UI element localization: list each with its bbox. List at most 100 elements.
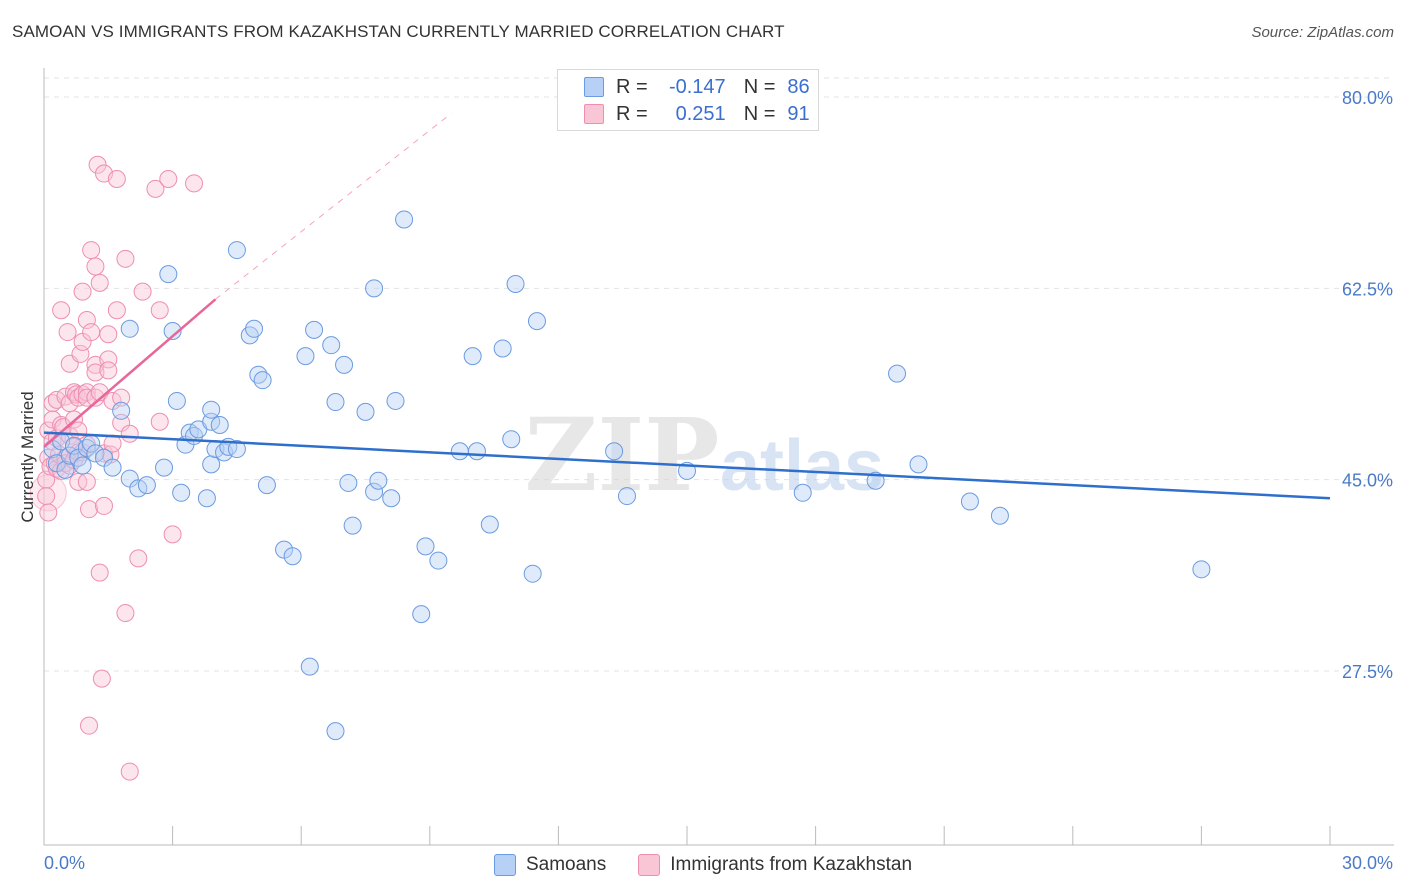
data-point (155, 458, 174, 477)
data-point (82, 241, 101, 260)
data-point (1192, 560, 1211, 579)
data-point (73, 282, 92, 301)
data-point (95, 496, 114, 515)
data-point (322, 336, 341, 355)
y-tick-label: 80.0% (1342, 88, 1393, 108)
trend-line-kazakhstan (43, 298, 217, 448)
grid-lines (44, 77, 1394, 672)
data-point (480, 515, 499, 534)
data-point (133, 282, 152, 301)
data-point (163, 525, 182, 544)
legend-n-label: N = (743, 102, 776, 125)
axes (43, 68, 1394, 846)
data-point (296, 347, 315, 366)
data-point (888, 364, 907, 383)
data-point (77, 383, 96, 402)
legend-swatch-samoans (584, 77, 604, 97)
data-point (356, 402, 375, 421)
trend-line-samoans (43, 431, 1331, 500)
data-point (185, 174, 204, 193)
data-point (159, 170, 178, 188)
data-point (120, 424, 139, 443)
data-point (82, 323, 101, 342)
data-point (227, 241, 246, 260)
data-point (450, 442, 469, 461)
data-point (245, 319, 264, 338)
data-point (107, 301, 126, 320)
legend-swatch-samoans (493, 854, 516, 876)
data-point (382, 489, 401, 508)
data-point (463, 347, 482, 366)
data-point (86, 444, 105, 463)
data-point (202, 400, 221, 419)
legend-r-label: R = (616, 75, 648, 98)
data-point (365, 482, 384, 501)
data-point (502, 430, 521, 449)
watermark-atlas: atlas (720, 426, 884, 506)
data-point (86, 257, 105, 276)
data-point (112, 401, 131, 420)
data-point (163, 321, 182, 340)
data-point (150, 301, 169, 320)
data-point (103, 458, 122, 477)
legend-r-value: -0.147 (668, 75, 726, 98)
data-point (137, 476, 156, 495)
data-point (395, 210, 414, 229)
data-point (99, 325, 118, 344)
y-tick-labels: 27.5% 45.0% 62.5% 80.0% (1342, 88, 1393, 682)
data-point (120, 762, 139, 781)
data-point (335, 355, 354, 374)
data-point (120, 319, 139, 338)
data-point (990, 506, 1009, 525)
data-point (909, 455, 928, 474)
data-point (343, 516, 362, 535)
data-point (129, 549, 148, 568)
data-point (67, 385, 86, 404)
correlation-legend: R = -0.147 N = 86 R = 0.251 N = 91 (557, 69, 819, 131)
data-point (326, 393, 345, 412)
data-point (202, 455, 221, 474)
legend-row-samoans: R = -0.147 N = 86 (558, 74, 810, 100)
data-point (793, 483, 812, 502)
data-point (80, 500, 99, 519)
x-tick-label: 30.0% (1342, 853, 1393, 873)
data-point (386, 391, 405, 410)
series-kazakhstan (29, 155, 204, 781)
legend-n-value: 91 (787, 102, 810, 125)
data-point (605, 442, 624, 461)
legend-n-label: N = (743, 75, 776, 98)
data-point (90, 273, 109, 292)
data-point (80, 716, 99, 735)
watermark: ZIP atlas (525, 396, 885, 514)
data-point (52, 301, 71, 320)
data-point (90, 563, 109, 582)
trend-lines (43, 113, 1331, 500)
x-tick-label: 0.0% (44, 853, 85, 873)
legend-r-label: R = (616, 102, 648, 125)
data-point (416, 537, 435, 556)
data-point (99, 361, 118, 380)
legend-label-kazakhstan: Immigrants from Kazakhstan (670, 854, 913, 875)
data-point (39, 503, 58, 522)
y-tick-label: 27.5% (1342, 662, 1393, 682)
data-point (339, 473, 358, 492)
data-point (283, 547, 302, 566)
data-point (56, 460, 75, 479)
data-point (116, 604, 135, 623)
legend-item-kazakhstan[interactable]: Immigrants from Kazakhstan (638, 854, 912, 876)
data-point (467, 442, 486, 461)
data-point (300, 657, 319, 676)
data-point (112, 388, 131, 407)
data-point (365, 279, 384, 298)
legend-item-samoans[interactable]: Samoans (493, 854, 606, 876)
data-point (77, 311, 96, 330)
data-point (172, 483, 191, 502)
data-point (159, 265, 178, 284)
y-axis-title: Currently Married (18, 391, 37, 522)
legend-row-kazakhstan: R = 0.251 N = 91 (558, 101, 810, 127)
data-point (58, 323, 77, 342)
data-point (37, 487, 56, 506)
data-point (92, 669, 111, 688)
data-point (253, 371, 272, 390)
data-point (146, 179, 165, 198)
